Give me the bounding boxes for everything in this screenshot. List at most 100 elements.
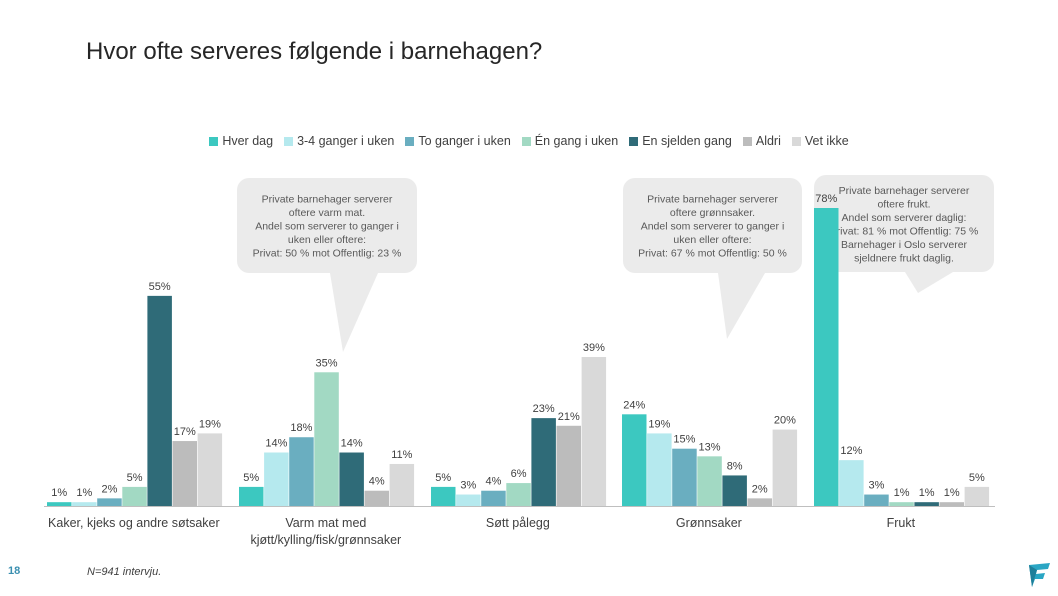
bar <box>864 494 889 506</box>
category-label: Søtt pålegg <box>486 516 550 530</box>
data-label: 18% <box>290 422 312 434</box>
data-label: 1% <box>51 487 67 499</box>
data-label: 2% <box>752 483 768 495</box>
data-label: 8% <box>727 460 743 472</box>
bar <box>147 295 172 506</box>
callout-text: oftere varm mat. <box>289 207 365 219</box>
data-label: 55% <box>149 281 171 293</box>
bar <box>889 502 914 506</box>
bar <box>914 502 939 506</box>
data-label: 23% <box>533 403 555 415</box>
bar <box>506 483 531 506</box>
callout-text: oftere grønnsaker. <box>670 207 755 219</box>
bar <box>722 475 747 506</box>
bar <box>339 452 364 506</box>
footnote: N=941 intervju. <box>87 566 162 578</box>
callout-text: Privat: 81 % mot Offentlig: 75 % <box>830 225 979 237</box>
data-label: 5% <box>435 472 451 484</box>
category-label: Varm mat med <box>285 516 366 530</box>
category-label: kjøtt/kylling/fisk/grønnsaker <box>250 533 401 547</box>
data-label: 15% <box>673 434 695 446</box>
legend-item: To ganger i uken <box>405 134 511 148</box>
data-label: 5% <box>127 472 143 484</box>
legend-swatch <box>405 136 415 146</box>
callout-text: uken eller oftere: <box>288 234 366 246</box>
data-label: 20% <box>774 415 796 427</box>
data-label: 12% <box>840 445 862 457</box>
bar <box>814 208 839 506</box>
bar <box>122 486 147 506</box>
bar <box>697 456 722 506</box>
bar <box>772 429 798 506</box>
data-label: 17% <box>174 426 196 438</box>
page-number: 18 <box>8 565 21 577</box>
data-label: 1% <box>894 487 910 499</box>
data-label: 35% <box>316 357 338 369</box>
data-label: 78% <box>815 193 837 205</box>
callout-text: Barnehager i Oslo serverer <box>841 239 968 251</box>
bar <box>481 490 506 506</box>
data-label: 19% <box>199 418 221 430</box>
legend-label: Vet ikke <box>804 134 849 148</box>
legend-item: Hver dag <box>209 134 273 148</box>
data-label: 4% <box>369 476 385 488</box>
bar <box>647 433 672 506</box>
data-label: 14% <box>265 438 287 450</box>
callout-text: oftere frukt. <box>877 198 930 210</box>
data-label: 11% <box>391 449 412 461</box>
legend-item: Vet ikke <box>791 134 849 148</box>
data-label: 19% <box>648 418 670 430</box>
callout-text: Privat: 67 % mot Offentlig: 50 % <box>638 248 787 260</box>
legend-label: 3-4 ganger i uken <box>297 134 395 148</box>
chart-legend: Hver dag 3-4 ganger i uken To ganger i uke… <box>0 134 1058 148</box>
legend-item: Aldri <box>742 134 781 148</box>
legend-swatch <box>284 136 294 146</box>
bar <box>239 486 264 506</box>
bar <box>622 414 647 506</box>
bar <box>672 448 697 506</box>
callout-text: Andel som serverer daglig: <box>842 212 967 224</box>
legend-label: To ganger i uken <box>418 134 511 148</box>
bar <box>289 437 314 506</box>
legend-item: Én gang i uken <box>521 134 618 148</box>
legend-swatch <box>521 136 531 146</box>
category-label: Frukt <box>887 516 916 530</box>
bar <box>964 486 990 506</box>
legend-label: Aldri <box>755 134 781 148</box>
data-label: 1% <box>76 487 92 499</box>
data-label: 24% <box>623 399 645 411</box>
bar <box>97 498 122 506</box>
bar <box>314 372 339 506</box>
legend-label: Hver dag <box>222 134 274 148</box>
data-label: 3% <box>460 480 476 492</box>
data-label: 3% <box>868 480 884 492</box>
bar <box>264 452 289 506</box>
brand-logo-icon <box>1029 563 1050 587</box>
data-label: 4% <box>485 476 501 488</box>
data-label: 5% <box>969 472 985 484</box>
data-label: 1% <box>919 487 935 499</box>
data-label: 1% <box>944 487 960 499</box>
bar <box>581 357 607 506</box>
bar <box>531 418 556 506</box>
bar <box>431 486 456 506</box>
callout-text: sjeldnere frukt daglig. <box>854 252 954 264</box>
callout-text: Private barnehager serverer <box>262 194 393 206</box>
bar <box>456 494 481 506</box>
legend-label: En sjelden gang <box>642 134 732 148</box>
data-label: 5% <box>243 472 259 484</box>
data-label: 13% <box>699 441 721 453</box>
callout-text: Andel som serverer to ganger i <box>641 221 785 233</box>
bar <box>556 425 581 506</box>
callout-text: Andel som serverer to ganger i <box>255 221 399 233</box>
legend-item: En sjelden gang <box>629 134 732 148</box>
callout-text: Privat: 50 % mot Offentlig: 23 % <box>253 248 402 260</box>
bar <box>839 460 864 506</box>
legend-item: 3-4 ganger i uken <box>284 134 394 148</box>
bar <box>389 463 415 506</box>
legend-swatch <box>791 136 801 146</box>
legend-swatch <box>629 136 639 146</box>
